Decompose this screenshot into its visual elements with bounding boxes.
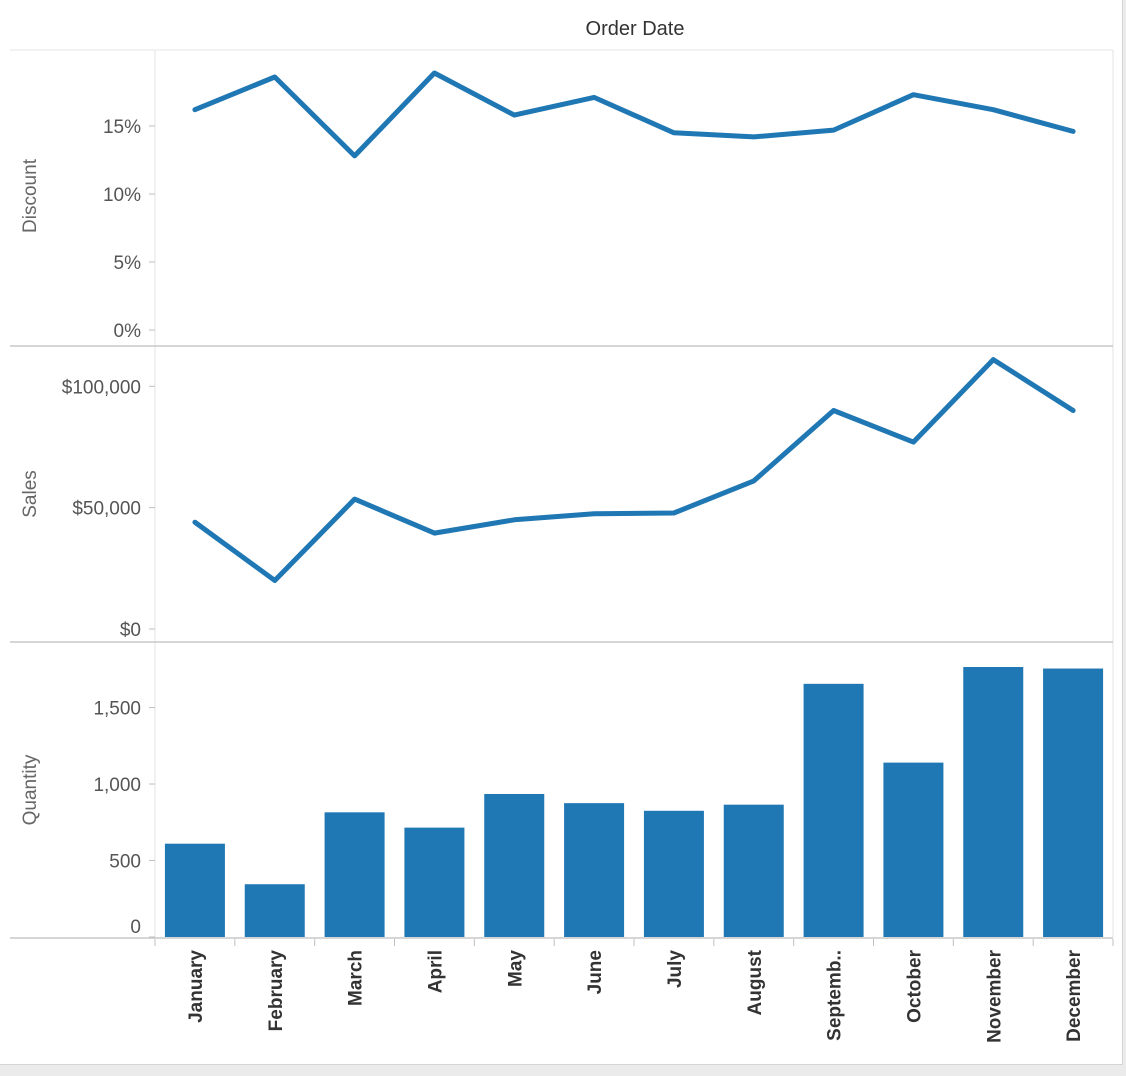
bar [484, 793, 545, 937]
y-tick-label: $50,000 [72, 499, 141, 520]
y-tick-label: 5% [114, 253, 142, 274]
bar [883, 762, 944, 937]
column-header-title: Order Date [586, 18, 685, 40]
y-tick-label: 0% [114, 321, 142, 342]
x-category-label: June [585, 950, 606, 994]
x-category-label: March [346, 950, 367, 1006]
y-tick-label: 1,000 [93, 775, 141, 796]
bar [1043, 668, 1104, 937]
bar [643, 810, 704, 937]
y-tick-label: 10% [103, 185, 141, 206]
y-tick-label: $100,000 [62, 377, 141, 398]
bar [963, 667, 1024, 937]
x-category-label: October [904, 949, 925, 1022]
x-category-label: July [665, 950, 686, 988]
y-tick-label: 1,500 [93, 699, 141, 720]
y-axis-title: Sales [20, 470, 41, 518]
x-category-label: November [984, 949, 1005, 1043]
y-axis-title: Discount [20, 158, 41, 233]
bar [803, 683, 864, 937]
bar [164, 843, 225, 937]
bar [244, 884, 305, 937]
y-tick-label: 0 [130, 917, 141, 938]
x-category-label: Septemb.. [825, 950, 846, 1041]
y-tick-label: $0 [120, 620, 141, 641]
bar [404, 827, 465, 937]
x-category-label: May [505, 950, 526, 987]
bar [324, 812, 385, 937]
x-category-label: August [745, 949, 766, 1015]
x-category-label: February [266, 950, 287, 1032]
y-tick-label: 500 [109, 852, 141, 873]
x-category-label: April [425, 950, 446, 993]
chart-layer: Discount 0% 5% 10% 15% Sales $0 $50,000 $100,000… [10, 49, 1114, 1043]
y-axis-title: Quantity [20, 754, 41, 825]
x-category-label: December [1064, 949, 1085, 1041]
series-line-discount [192, 70, 1076, 159]
bar [564, 803, 625, 937]
y-tick-label: 15% [103, 117, 141, 138]
bar [723, 804, 784, 937]
series-line-sales [192, 357, 1076, 583]
x-category-label: January [186, 950, 207, 1023]
